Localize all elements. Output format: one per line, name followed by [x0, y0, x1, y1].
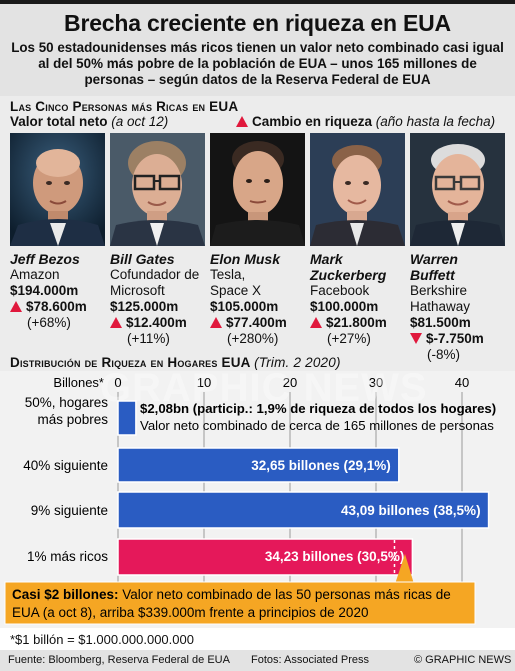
page-title: Brecha creciente en riqueza en EUA: [64, 10, 451, 36]
up-triangle-icon: [310, 317, 322, 328]
person-change-pct: (+11%): [127, 331, 170, 346]
callout-text: Casi $2 billones: Valor neto combinado d…: [12, 587, 451, 602]
footer-photos: Fotos: Associated Press: [251, 654, 369, 666]
category-label: 1% más ricos: [27, 549, 108, 564]
tick-label: 40: [455, 375, 469, 390]
tick-label: 20: [283, 375, 297, 390]
category-label: más pobres: [37, 412, 108, 427]
axis-label: Billones*: [53, 375, 104, 390]
up-triangle-icon: [10, 301, 22, 312]
bar: [117, 447, 400, 483]
person-company: Cofundador de Microsoft: [110, 267, 200, 298]
person-name: Mark Zuckerberg: [310, 251, 387, 283]
up-triangle-icon: [110, 317, 122, 328]
footer: Fuente: Bloomberg, Reserva Federal de EU…: [0, 650, 515, 671]
tick-label: 0: [114, 375, 121, 390]
annotation-bold: $2,08bn (particip.: 1,9% de riqueza de t…: [140, 401, 496, 416]
person-card: Mark Zuckerberg Facebook $100.000m $21.8…: [310, 251, 408, 347]
net-worth-heading: Valor total neto (a oct 12): [10, 114, 169, 129]
value-label: 32,65 billones (29,1%): [251, 458, 391, 473]
person-card: Jeff Bezos Amazon $194.000m $78.600m (+6…: [10, 251, 108, 331]
person-net-worth: $81.500m: [410, 315, 471, 330]
person-net-worth: $100.000m: [310, 299, 379, 314]
person-change: $78.600m: [26, 299, 87, 314]
photo-mark-zuckerberg: [310, 133, 405, 246]
bar: [117, 538, 414, 576]
tick-label: 10: [197, 375, 211, 390]
callout-line1: Valor neto combinado de las 50 personas …: [122, 587, 450, 602]
person-change: $12.400m: [126, 315, 187, 330]
callout-pointer: [395, 554, 414, 584]
wealth-distribution-chart: Billones* 0 10 20 30 40 50%, hogares más pobres…: [4, 375, 496, 625]
photo-bill-gates: [110, 133, 205, 246]
person-company: Berkshire Hathaway: [410, 283, 471, 314]
person-change-pct: (+68%): [27, 315, 71, 330]
header: Brecha creciente en riqueza en EUA Los 5…: [0, 4, 515, 96]
person-change-pct: (+280%): [227, 331, 279, 346]
person-name: Warren Buffett: [410, 251, 458, 283]
person-name: Jeff Bezos: [10, 251, 80, 267]
person-company: Tesla, Space X: [210, 267, 262, 298]
category-label: 50%, hogares: [25, 395, 109, 410]
richest-section-title: Las Cinco Personas más Ricas en EUA: [10, 99, 239, 114]
person-net-worth: $125.000m: [110, 299, 179, 314]
footnote: *$1 billón = $1.000.000.000.000: [10, 632, 194, 647]
callout-box: [4, 581, 476, 625]
person-card: Bill Gates Cofundador de Microsoft $125.…: [110, 251, 208, 347]
top-rule: [0, 0, 515, 4]
person-change-pct: (+27%): [327, 331, 371, 346]
person-card: Elon Musk Tesla, Space X $105.000m $77.4…: [210, 251, 308, 347]
footer-source: Fuente: Bloomberg, Reserva Federal de EU…: [8, 654, 230, 666]
photo-elon-musk: [210, 133, 305, 246]
chart-section-title: Distribución de Riqueza en Hogares EUA (…: [10, 355, 341, 370]
person-change: $-7.750m: [426, 331, 484, 346]
annotation-text: Valor neto combinado de cerca de 165 mil…: [140, 418, 494, 433]
change-heading: Cambio en riqueza (año hasta la fecha): [236, 114, 495, 129]
callout-line2: EUA (a oct 8), arriba $339.000m frente a…: [12, 605, 368, 620]
person-company: Amazon: [10, 267, 60, 282]
category-label: 9% siguiente: [31, 503, 108, 518]
down-triangle-icon: [410, 333, 422, 344]
bar: [117, 400, 137, 436]
value-label: 34,23 billones (30,5%): [265, 549, 405, 564]
page-subtitle: Los 50 estadounidenses más ricos tienen …: [11, 40, 504, 87]
bar: [117, 491, 490, 529]
photo-jeff-bezos: [10, 133, 105, 246]
up-triangle-icon: [210, 317, 222, 328]
footer-credit: © GRAPHIC NEWS: [414, 654, 512, 666]
person-change: $21.800m: [326, 315, 387, 330]
person-net-worth: $105.000m: [210, 299, 279, 314]
value-label: 43,09 billones (38,5%): [341, 503, 481, 518]
person-name: Elon Musk: [210, 251, 281, 267]
person-company: Facebook: [310, 283, 370, 298]
callout-bold: Casi $2 billones:: [12, 587, 122, 602]
category-label: 40% siguiente: [23, 458, 108, 473]
tick-label: 30: [369, 375, 383, 390]
up-triangle-icon: [236, 116, 248, 127]
person-card: Warren Buffett Berkshire Hathaway $81.50…: [410, 251, 510, 363]
person-net-worth: $194.000m: [10, 283, 79, 298]
person-change: $77.400m: [226, 315, 287, 330]
person-name: Bill Gates: [110, 251, 175, 267]
person-change-pct: (-8%): [427, 347, 460, 362]
photo-warren-buffett: [410, 133, 505, 246]
